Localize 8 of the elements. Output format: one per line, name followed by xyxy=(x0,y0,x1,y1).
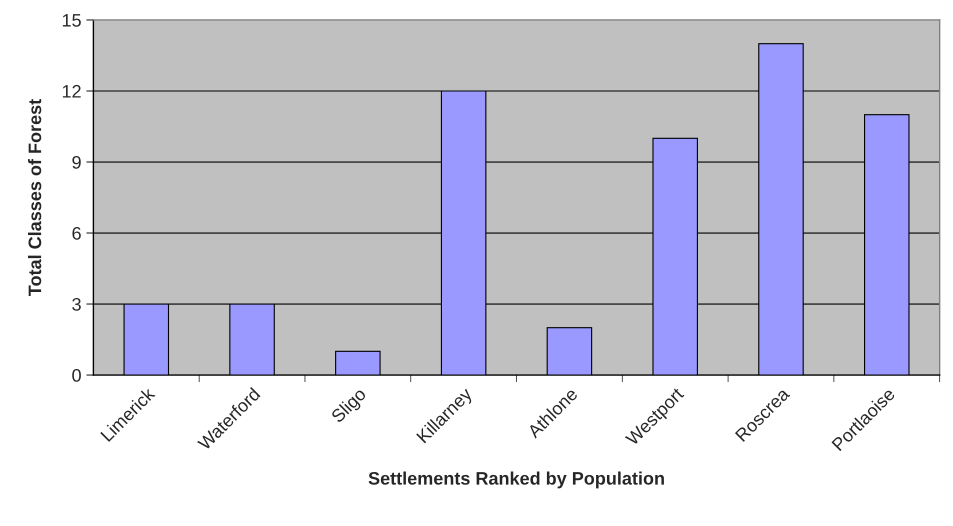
y-tick-label: 6 xyxy=(72,226,81,240)
y-axis-title: Total Classes of Forest xyxy=(28,99,42,296)
x-axis-title: Settlements Ranked by Population xyxy=(368,471,664,488)
y-tick-label: 3 xyxy=(72,298,81,311)
y-tick-label: 0 xyxy=(72,368,81,382)
y-tick-label: 15 xyxy=(62,14,81,27)
y-tick-label: 9 xyxy=(72,156,81,169)
y-tick-label: 12 xyxy=(62,84,81,98)
